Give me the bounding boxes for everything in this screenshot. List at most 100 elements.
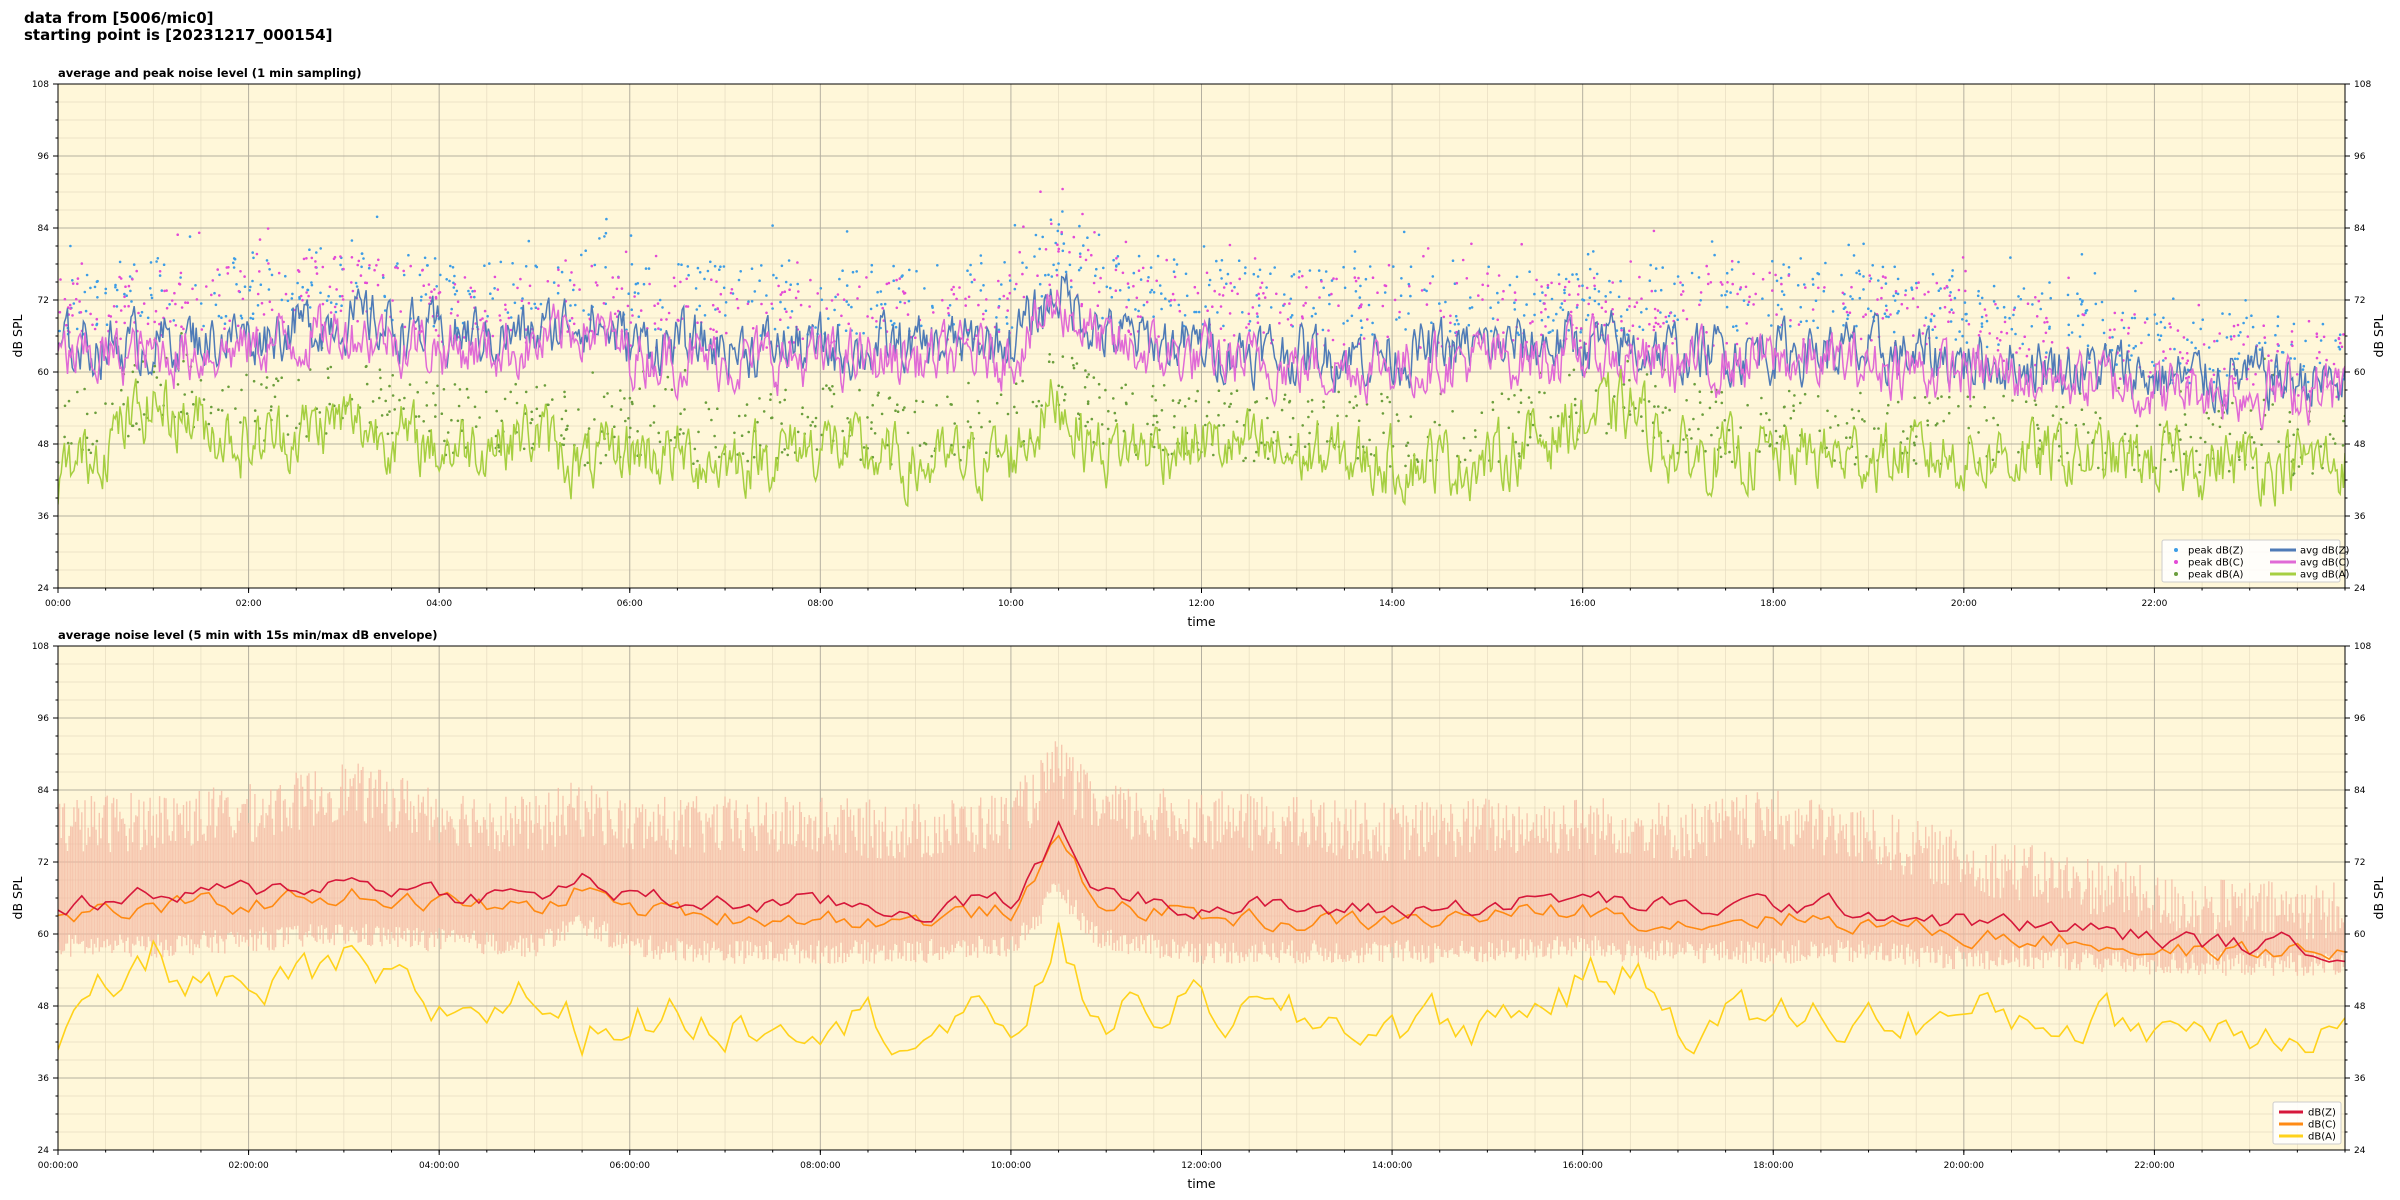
peak-point	[2017, 295, 2020, 298]
peak-point	[2332, 437, 2335, 441]
peak-point	[1811, 308, 1815, 311]
peak-point	[1752, 272, 1755, 276]
peak-point	[1095, 267, 1098, 271]
peak-point	[341, 294, 344, 298]
peak-point	[1998, 339, 2002, 342]
peak-point	[1257, 297, 1261, 300]
peak-point	[1698, 401, 1702, 404]
peak-point	[2338, 333, 2342, 337]
peak-point	[1273, 266, 1276, 269]
peak-point	[966, 338, 969, 341]
peak-point	[1337, 304, 1340, 308]
peak-point	[85, 436, 89, 440]
peak-point	[816, 292, 819, 295]
peak-point	[652, 404, 656, 408]
peak-point	[1380, 392, 1383, 396]
peak-point	[1513, 308, 1517, 311]
peak-point	[2147, 333, 2150, 337]
peak-point	[1681, 290, 1685, 293]
peak-point	[314, 260, 317, 263]
peak-point	[2037, 299, 2041, 303]
peak-point	[1912, 441, 1916, 445]
peak-point	[423, 256, 427, 260]
peak-point	[1958, 330, 1961, 333]
peak-point	[2271, 403, 2274, 406]
peak-point	[1061, 187, 1064, 191]
peak-point	[1592, 250, 1595, 253]
y-tick-label-right: 24	[2354, 584, 2366, 594]
peak-point	[2000, 330, 2003, 334]
peak-point	[1242, 459, 1245, 463]
peak-point	[417, 415, 421, 418]
peak-point	[1013, 223, 1017, 227]
peak-point	[809, 424, 812, 427]
peak-point	[2155, 322, 2159, 325]
peak-point	[256, 292, 260, 296]
peak-point	[2325, 358, 2328, 362]
peak-point	[1804, 286, 1807, 289]
peak-point	[2290, 330, 2294, 333]
peak-point	[1081, 212, 1084, 216]
peak-point	[2183, 413, 2187, 416]
peak-point	[190, 390, 194, 394]
peak-point	[2133, 313, 2136, 316]
peak-point	[1963, 289, 1967, 293]
peak-point	[1640, 415, 1643, 418]
peak-point	[1759, 412, 1763, 416]
peak-point	[218, 294, 221, 297]
peak-point	[1064, 270, 1068, 274]
peak-point	[1592, 276, 1596, 280]
peak-point	[1517, 333, 1520, 337]
peak-point	[1533, 313, 1536, 317]
peak-point	[1939, 287, 1942, 290]
peak-point	[1912, 459, 1916, 462]
peak-point	[1157, 335, 1160, 338]
peak-point	[1501, 297, 1504, 301]
peak-point	[325, 299, 329, 302]
peak-point	[840, 314, 843, 318]
peak-point	[2173, 347, 2176, 351]
peak-point	[1072, 366, 1076, 370]
peak-point	[2211, 369, 2215, 372]
peak-point	[1578, 284, 1581, 288]
peak-point	[1139, 315, 1142, 319]
peak-point	[887, 281, 891, 285]
peak-point	[984, 309, 988, 313]
peak-point	[880, 303, 883, 306]
peak-point	[65, 323, 68, 327]
peak-point	[784, 388, 787, 392]
peak-point	[2225, 336, 2229, 339]
peak-point	[390, 431, 394, 435]
peak-point	[2100, 300, 2104, 304]
peak-point	[1862, 315, 1865, 319]
peak-point	[1540, 318, 1544, 322]
peak-point	[1911, 297, 1915, 300]
peak-point	[1846, 317, 1849, 321]
peak-point	[1567, 280, 1571, 284]
peak-point	[414, 415, 418, 418]
peak-point	[1797, 323, 1801, 326]
y-tick-label: 60	[38, 930, 50, 940]
peak-point	[1467, 323, 1471, 327]
peak-point	[969, 273, 972, 276]
peak-point	[1652, 229, 1656, 233]
peak-point	[1604, 310, 1607, 313]
peak-point	[1055, 268, 1058, 272]
peak-point	[1318, 296, 1321, 299]
peak-point	[1112, 397, 1115, 400]
peak-point	[111, 402, 114, 406]
peak-point	[1862, 275, 1865, 278]
peak-point	[693, 447, 697, 451]
peak-point	[2251, 466, 2255, 470]
x-tick-label: 10:00:00	[991, 1161, 1032, 1171]
peak-point	[1387, 263, 1391, 267]
y-tick-label: 36	[38, 512, 50, 522]
peak-point	[1844, 306, 1847, 309]
peak-point	[1486, 272, 1489, 275]
peak-point	[112, 305, 116, 308]
peak-point	[226, 272, 230, 275]
peak-point	[1086, 420, 1089, 424]
peak-point	[2232, 324, 2236, 328]
peak-point	[967, 328, 970, 332]
peak-point	[619, 408, 623, 411]
